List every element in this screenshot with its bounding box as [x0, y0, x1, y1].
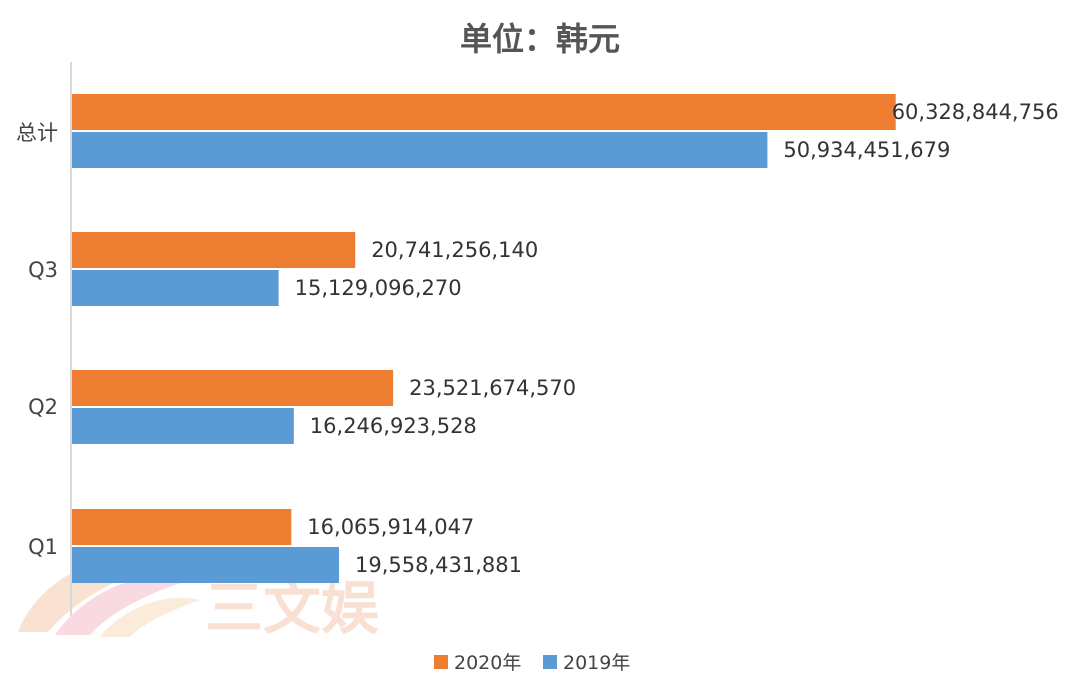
- legend-label-2020: 2020年: [454, 652, 521, 674]
- bar-2019-q1: [72, 547, 339, 583]
- value-label-2019-total: 50,934,451,679: [783, 138, 950, 162]
- category-label-q1: Q1: [28, 535, 58, 559]
- watermark-text: 三文娱: [205, 574, 379, 642]
- value-label-2019-q2: 16,246,923,528: [310, 414, 477, 438]
- category-group-total: 总计 60,328,844,756 50,934,451,679: [16, 94, 1059, 168]
- bar-2020-q1: [72, 509, 292, 545]
- legend-swatch-2020: [434, 655, 448, 669]
- watermark-logo-icon: [18, 558, 200, 637]
- category-group-q3: Q3 20,741,256,140 15,129,096,270: [28, 232, 538, 306]
- category-label-q3: Q3: [28, 258, 58, 282]
- value-label-2020-q3: 20,741,256,140: [371, 238, 538, 262]
- bar-2019-q3: [72, 270, 279, 306]
- chart-title: 单位：韩元: [460, 20, 620, 58]
- category-label-total: 总计: [16, 121, 58, 145]
- category-label-q2: Q2: [28, 395, 58, 419]
- legend-swatch-2019: [543, 655, 557, 669]
- bar-2020-total: [72, 94, 896, 130]
- legend: 2020年 2019年: [434, 652, 630, 674]
- value-label-2020-q2: 23,521,674,570: [409, 376, 576, 400]
- value-label-2019-q1: 19,558,431,881: [355, 553, 522, 577]
- category-group-q2: Q2 23,521,674,570 16,246,923,528: [28, 370, 576, 444]
- value-label-2020-q1: 16,065,914,047: [307, 515, 474, 539]
- bar-2019-q2: [72, 408, 294, 444]
- watermark: 三文娱: [18, 558, 379, 642]
- bar-2020-q2: [72, 370, 394, 406]
- bar-2020-q3: [72, 232, 356, 268]
- value-label-2019-q3: 15,129,096,270: [295, 276, 462, 300]
- legend-label-2019: 2019年: [563, 652, 630, 674]
- bar-2019-total: [72, 132, 768, 168]
- category-group-q1: Q1 16,065,914,047 19,558,431,881: [28, 509, 522, 583]
- value-label-2020-total: 60,328,844,756: [892, 100, 1059, 124]
